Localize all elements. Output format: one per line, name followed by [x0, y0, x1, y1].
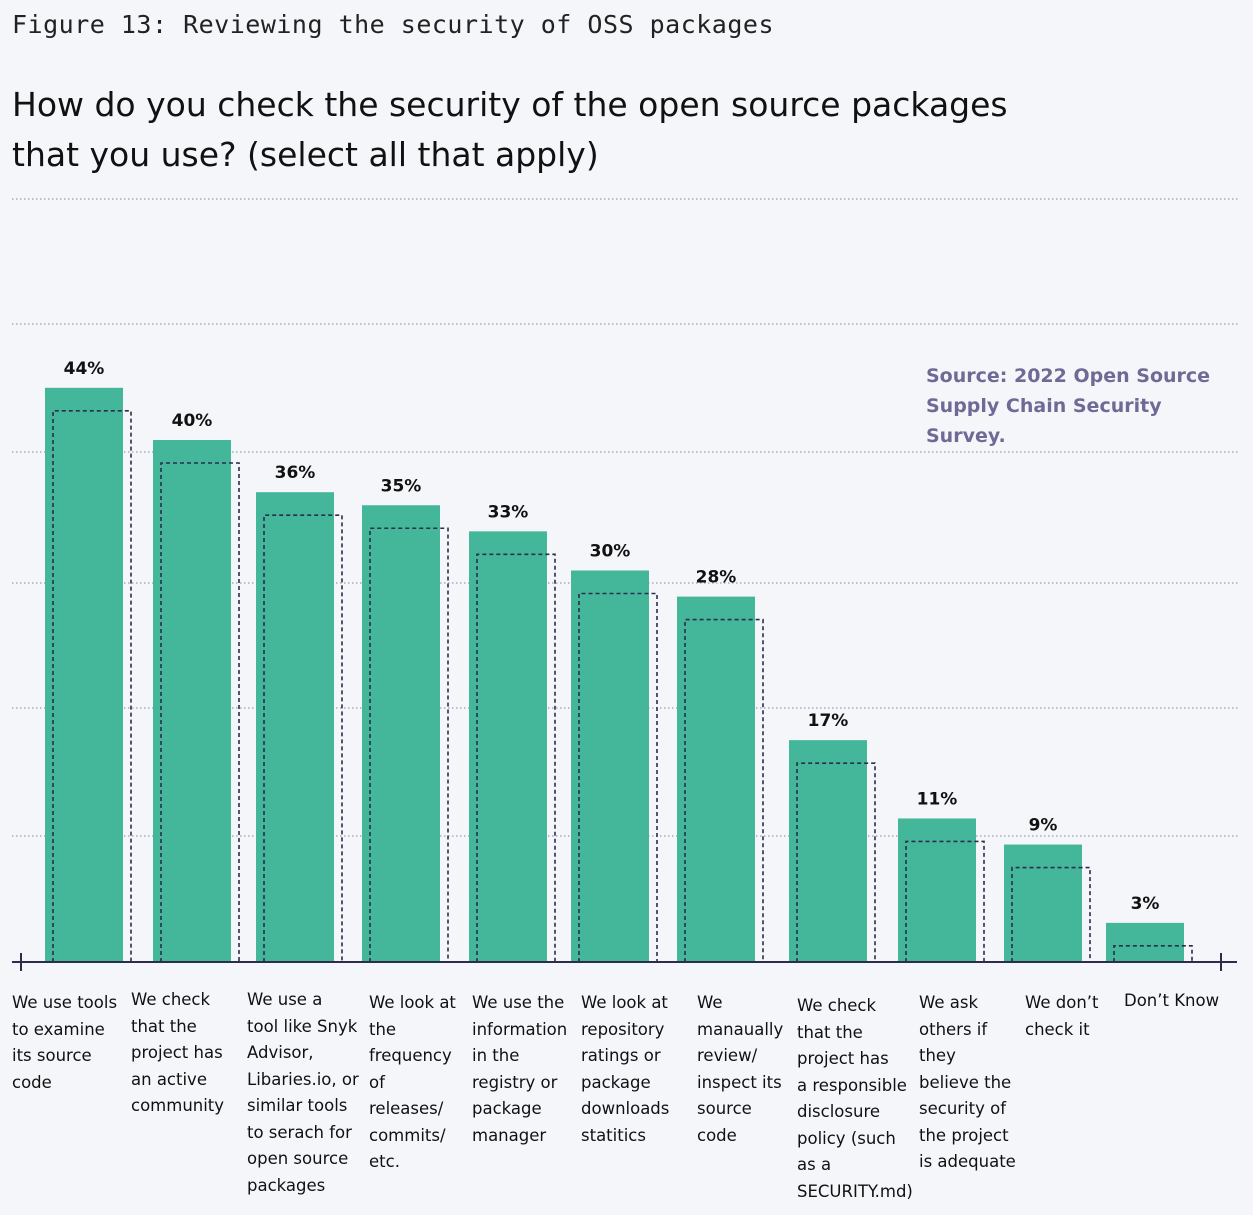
value-label: 30%	[590, 542, 631, 562]
source-note: Source: 2022 Open Source Supply Chain Se…	[926, 365, 1211, 447]
value-label: 44%	[64, 359, 105, 379]
bar-outline	[1011, 866, 1091, 962]
bar	[677, 596, 755, 962]
bar	[153, 440, 231, 962]
category-label: We check that the project has an active comm…	[131, 990, 225, 1115]
chart-title: How do you check the security of the ope…	[12, 85, 1008, 174]
category-label: We manaually review/inspect its source code	[697, 993, 784, 1145]
category-label: We use a tool like Snyk Advisor, Libaries.i…	[247, 990, 359, 1195]
bar-outline	[796, 762, 876, 962]
value-label: 3%	[1131, 894, 1160, 914]
bar	[898, 818, 976, 962]
bar	[469, 531, 547, 962]
bar	[571, 570, 649, 962]
category-label: We look at repository ratings or package dow…	[581, 993, 670, 1145]
category-label: We ask others if they believe the security o…	[919, 993, 1016, 1171]
value-label: 40%	[172, 411, 213, 431]
bar-outline	[369, 527, 449, 962]
category-label: We look at the frequency of releases/commits…	[369, 993, 456, 1171]
value-label: 36%	[275, 463, 316, 483]
value-label: 17%	[808, 711, 849, 731]
bar-outline	[684, 618, 764, 962]
value-label: 9%	[1029, 816, 1058, 836]
category-label: Don’t Know	[1124, 991, 1220, 1010]
bar	[789, 740, 867, 962]
category-label: We don’t check it	[1025, 993, 1099, 1039]
category-label: We check that the project has a responsible…	[797, 996, 913, 1201]
bar-outline	[578, 592, 658, 962]
category-label: We use tools to examine its source code	[12, 993, 118, 1092]
value-label: 11%	[917, 789, 958, 809]
bar	[256, 492, 334, 962]
category-label: We use the information in the registry or pa…	[472, 993, 568, 1145]
value-label: 35%	[381, 476, 422, 496]
bar-outline	[263, 514, 343, 962]
bar	[1004, 844, 1082, 962]
figure-label: Figure 13: Reviewing the security of OSS…	[12, 10, 775, 39]
value-label: 28%	[696, 568, 737, 588]
bar-outline	[476, 553, 556, 962]
bar	[1106, 922, 1184, 962]
value-label: 33%	[488, 502, 529, 522]
bar	[362, 505, 440, 962]
bar-outline	[52, 410, 132, 962]
bar	[45, 387, 123, 962]
bar-outline	[1113, 945, 1193, 962]
bar-outline	[160, 462, 240, 962]
